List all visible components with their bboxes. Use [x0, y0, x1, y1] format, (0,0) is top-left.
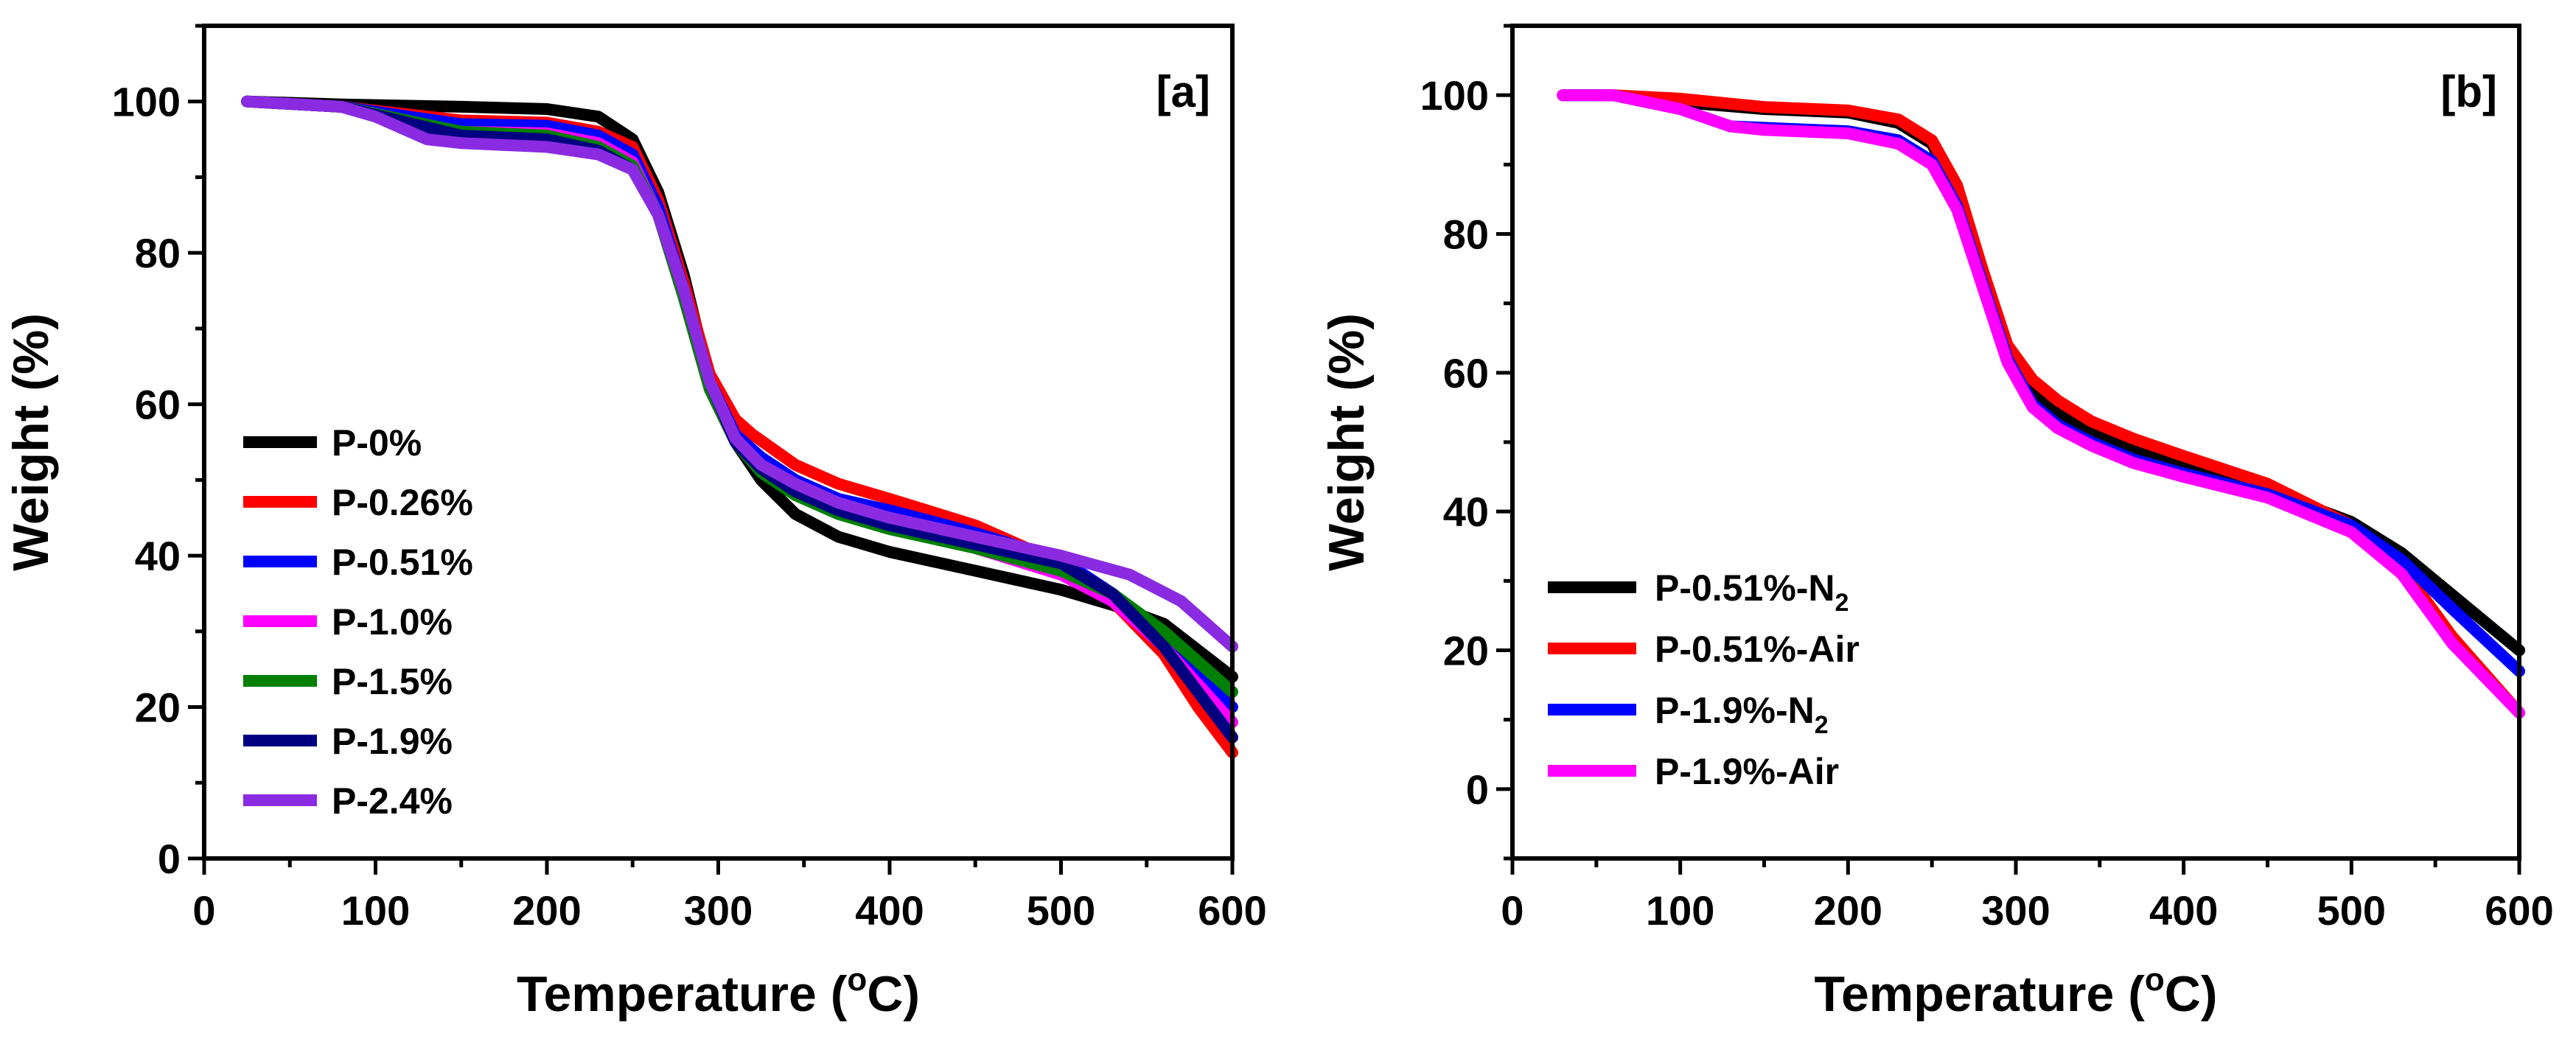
legend-label-text: P-0.51%	[332, 542, 473, 583]
x-tick-label-6: 600	[1198, 887, 1266, 934]
legend-label-text: P-2.4%	[332, 780, 453, 822]
panel-label: [b]	[2440, 67, 2497, 116]
legend-label-text: P-0%	[332, 422, 422, 463]
x-axis-title: Temperature (oC)	[517, 962, 920, 1022]
x-axis-title-tail: C)	[2165, 966, 2218, 1022]
legend-label-2: P-1.9%-N2	[1655, 690, 1829, 739]
y-tick-label-2: 40	[1443, 489, 1489, 535]
x-tick-label-4: 400	[2149, 887, 2218, 934]
x-axis-title-tail: C)	[867, 966, 920, 1022]
legend-label-text: P-1.9%-N	[1655, 690, 1815, 731]
legend-label-3: P-1.0%	[332, 601, 453, 643]
legend-label-0: P-0%	[332, 422, 422, 463]
legend-label-text: P-0.51%-N	[1655, 567, 1835, 609]
x-tick-label-6: 600	[2485, 887, 2553, 934]
x-axis-title-superscript: o	[847, 962, 867, 998]
y-axis-title: Weight (%)	[3, 313, 59, 571]
legend-label-5: P-1.9%	[332, 721, 453, 762]
x-tick-label-3: 300	[1981, 887, 2050, 934]
legend-label-text: P-0.26%	[332, 482, 473, 523]
legend-label-1: P-0.51%-Air	[1655, 629, 1860, 670]
legend-label-text: P-1.9%	[332, 721, 453, 762]
x-tick-label-0: 0	[1501, 887, 1523, 934]
x-tick-label-0: 0	[192, 887, 215, 934]
series-group	[1557, 89, 2525, 719]
legend-label-6: P-2.4%	[332, 780, 453, 822]
legend-label-1: P-0.26%	[332, 482, 473, 523]
legend: P-0% P-0.26% P-0.51% P-1.0% P-1.5% P-1.9% P-2.…	[243, 422, 473, 822]
y-tick-label-5: 100	[1420, 72, 1489, 119]
legend-label-text: P-1.9%-Air	[1655, 751, 1839, 792]
y-axis-title: Weight (%)	[1319, 313, 1375, 571]
x-axis-title-main: Temperature (	[517, 966, 848, 1022]
legend-label-text: P-1.0%	[332, 601, 453, 643]
series-line-3	[1557, 89, 2525, 719]
y-tick-label-4: 80	[1443, 211, 1489, 258]
y-tick-label-3: 60	[1443, 350, 1489, 396]
legend-label-subscript: 2	[1815, 711, 1829, 739]
x-axis-title: Temperature (oC)	[1814, 962, 2217, 1022]
x-tick-label-1: 100	[341, 887, 410, 934]
x-tick-label-2: 200	[512, 887, 581, 934]
x-tick-label-1: 100	[1646, 887, 1714, 934]
x-axis-title-superscript: o	[2145, 962, 2165, 998]
y-tick-label-1: 20	[1443, 628, 1489, 674]
legend-label-0: P-0.51%-N2	[1655, 567, 1849, 617]
legend-label-subscript: 2	[1835, 589, 1849, 617]
chart-panel-b: 0 100 200 300 400 500 600 0 20 40 60 80 100 Weight (%…	[1319, 24, 2554, 1022]
y-tick-label-4: 80	[135, 230, 181, 276]
plot-frame	[1510, 24, 2521, 861]
y-tick-label-1: 20	[135, 685, 181, 731]
chart-panel-a: 0 100 200 300 400 500 600 0 20 40 60 80 100 Weight (%…	[3, 24, 1267, 1022]
x-tick-label-4: 400	[855, 887, 924, 934]
x-axis-title-main: Temperature (	[1814, 966, 2145, 1022]
series-line-6	[241, 95, 1238, 653]
panel-label: [a]	[1156, 67, 1210, 116]
legend-label-3: P-1.9%-Air	[1655, 751, 1839, 792]
y-tick-label-0: 0	[158, 836, 181, 882]
y-tick-label-0: 0	[1466, 766, 1489, 813]
x-tick-label-5: 500	[2317, 887, 2386, 934]
legend-label-4: P-1.5%	[332, 661, 453, 702]
x-tick-label-2: 200	[1814, 887, 1882, 934]
legend-label-text: P-0.51%-Air	[1655, 629, 1860, 670]
x-tick-label-3: 300	[684, 887, 753, 934]
legend-label-2: P-0.51%	[332, 542, 473, 583]
legend-label-text: P-1.5%	[332, 661, 453, 702]
series-group	[241, 95, 1238, 759]
y-tick-label-5: 100	[112, 79, 181, 125]
y-tick-label-2: 40	[135, 533, 181, 579]
x-tick-label-5: 500	[1027, 887, 1095, 934]
y-tick-label-3: 60	[135, 382, 181, 428]
